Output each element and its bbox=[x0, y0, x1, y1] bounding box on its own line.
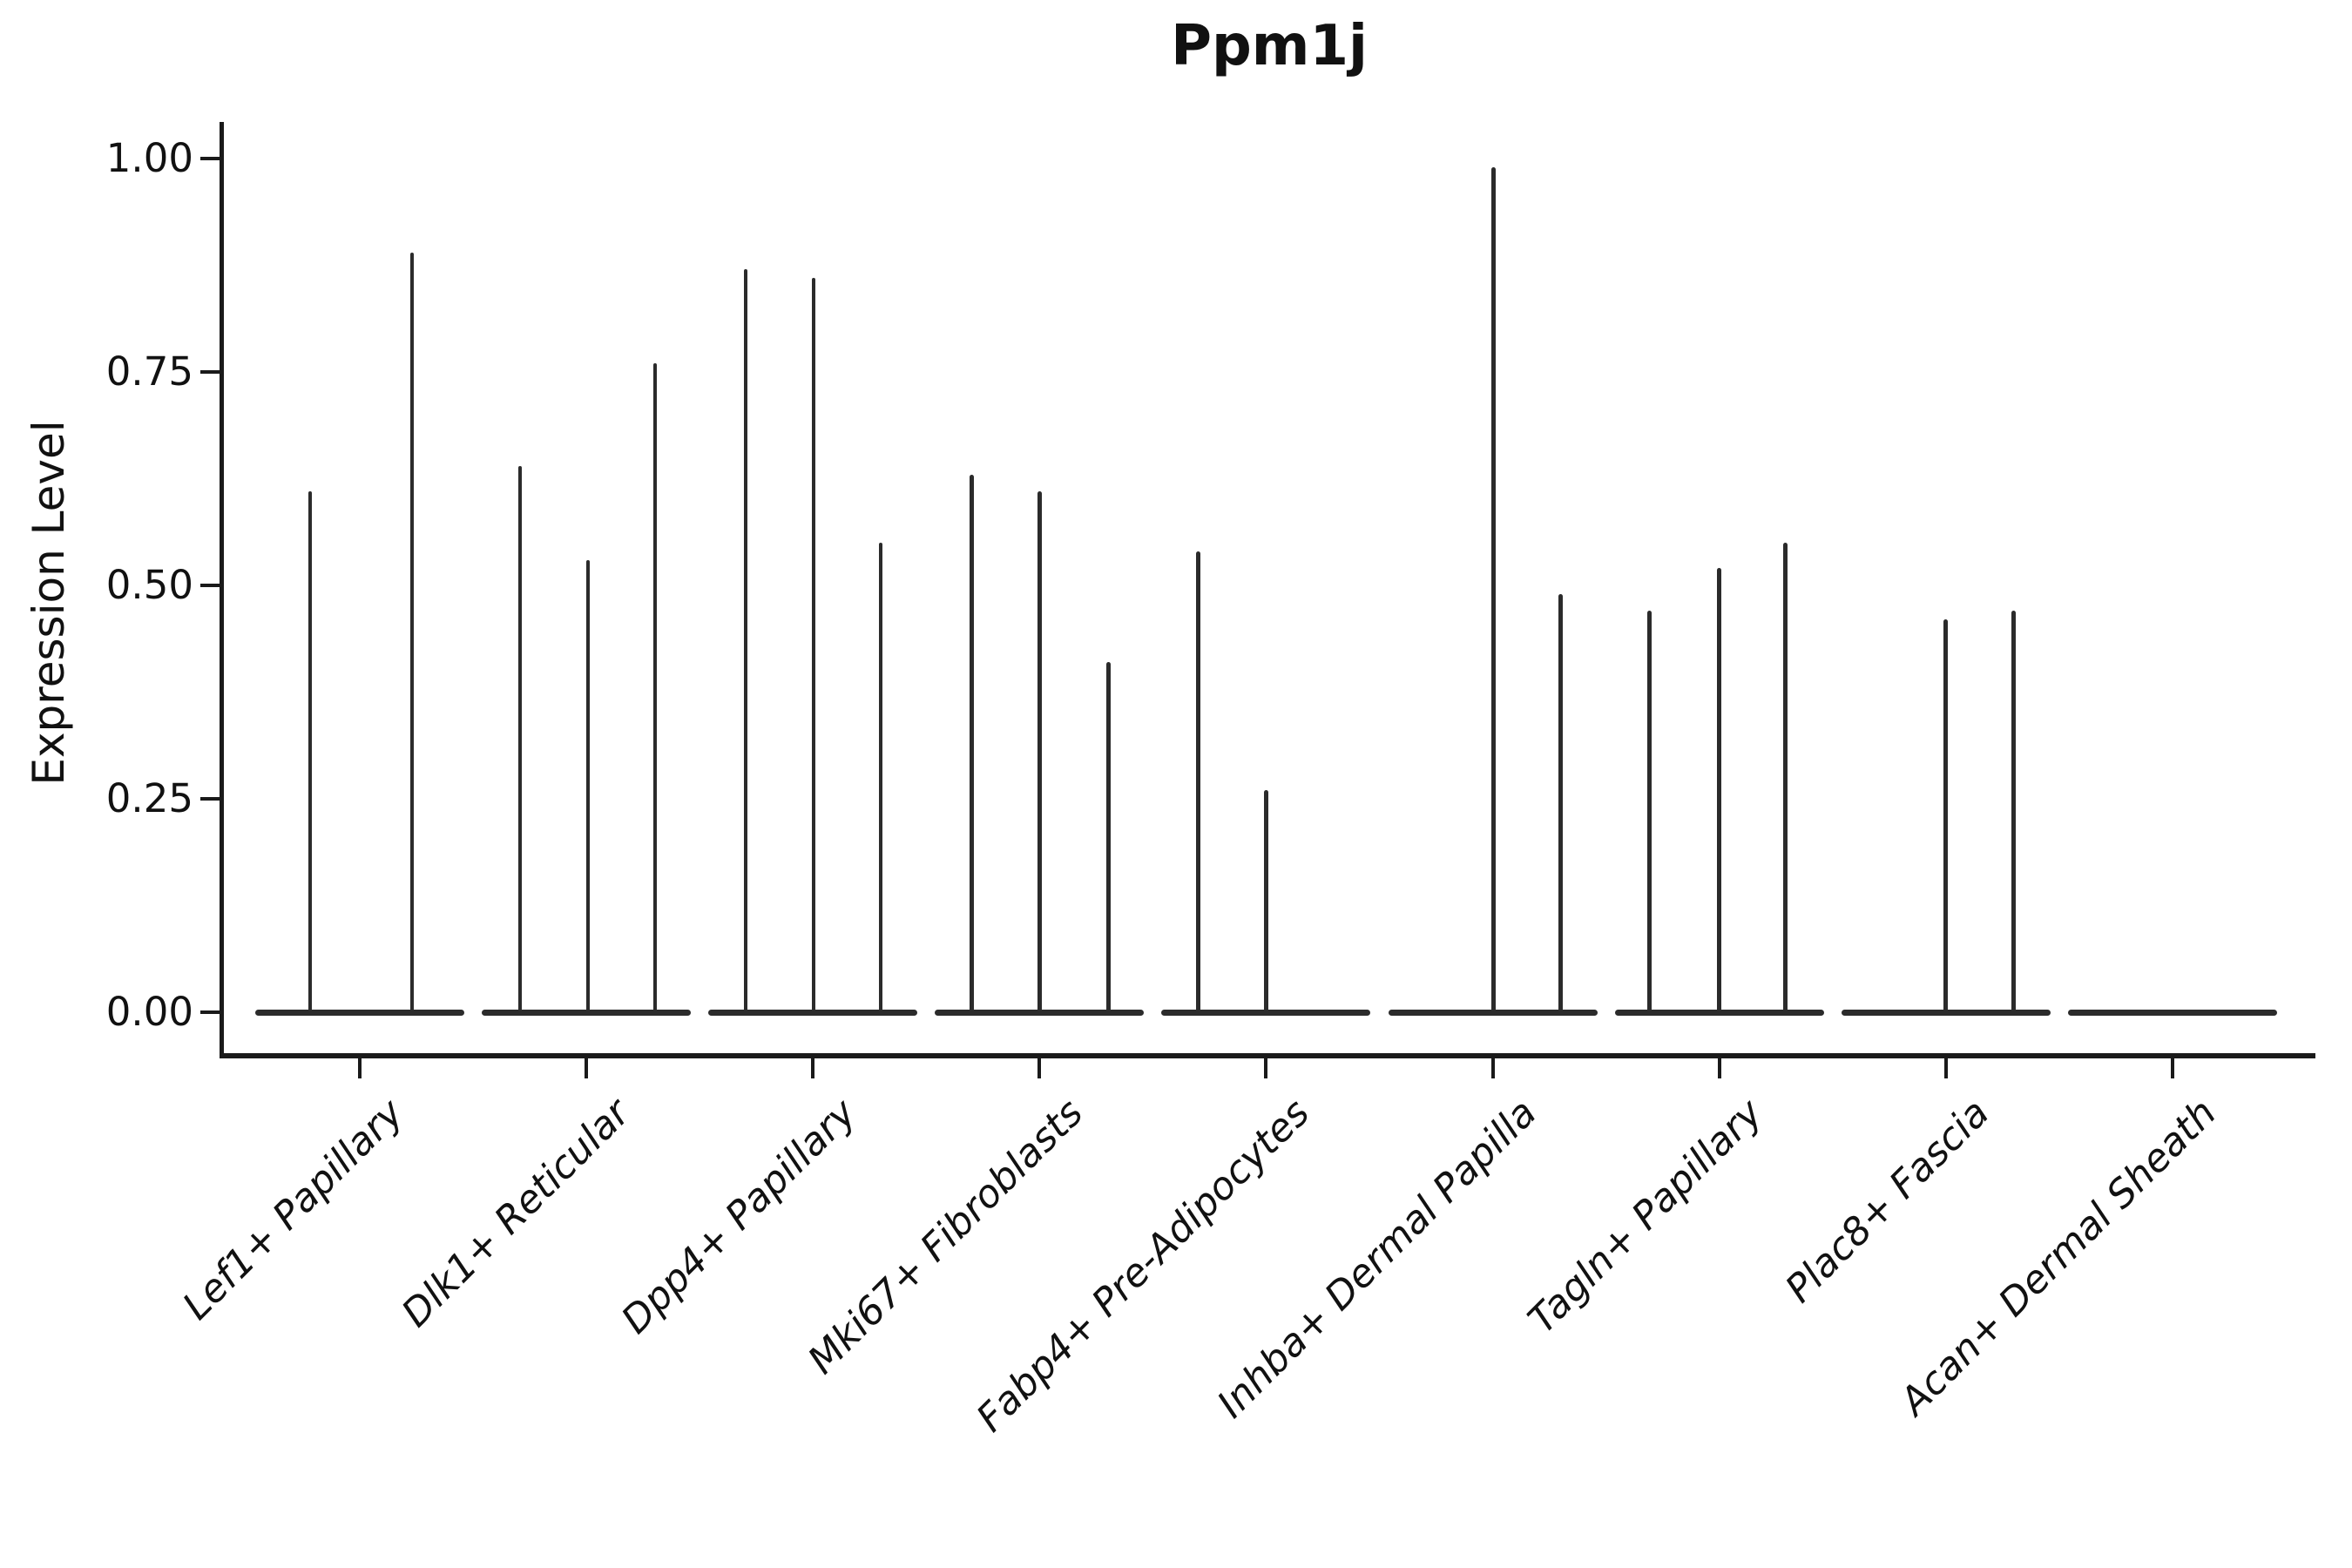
violin-spike bbox=[1491, 166, 1496, 1012]
x-tick-label: Dpp4+ Papillary bbox=[613, 1091, 866, 1343]
y-tick-mark bbox=[200, 584, 220, 587]
violin-spike bbox=[652, 363, 658, 1012]
violin-baseline bbox=[1841, 1009, 2051, 1016]
violin-spike bbox=[1196, 551, 1200, 1012]
violin-spike bbox=[1717, 568, 1721, 1012]
x-axis-spine bbox=[220, 1053, 2315, 1058]
y-tick-mark bbox=[200, 797, 220, 801]
violin-spike bbox=[1037, 491, 1042, 1012]
violin-baseline bbox=[482, 1009, 692, 1016]
y-tick-mark bbox=[200, 157, 220, 160]
x-tick-mark bbox=[1037, 1058, 1042, 1078]
violin-spike bbox=[1106, 662, 1111, 1012]
y-tick-label: 0.50 bbox=[105, 562, 193, 608]
violin-spike bbox=[308, 491, 313, 1012]
violin-spike bbox=[2011, 611, 2016, 1012]
violin-spike bbox=[1783, 543, 1788, 1012]
x-tick-label: Lef1+ Papillary bbox=[174, 1091, 413, 1329]
x-tick-mark bbox=[1490, 1058, 1495, 1078]
violin-spike bbox=[517, 465, 523, 1012]
x-tick-mark bbox=[358, 1058, 362, 1078]
violin-spike bbox=[409, 252, 415, 1012]
y-tick-mark bbox=[200, 1010, 220, 1014]
violin-spike bbox=[1943, 619, 1948, 1012]
violin-spike bbox=[1558, 593, 1563, 1012]
x-tick-label: Plac8+ Fascia bbox=[1777, 1091, 1998, 1312]
violin-baseline bbox=[1161, 1009, 1371, 1016]
x-tick-mark bbox=[2170, 1058, 2174, 1078]
violin-spike bbox=[743, 269, 748, 1012]
y-tick-label: 1.00 bbox=[105, 135, 193, 181]
chart-title: Ppm1j bbox=[1171, 14, 1368, 78]
violin-baseline bbox=[935, 1009, 1145, 1016]
violin-spike bbox=[878, 543, 883, 1012]
violin-spike bbox=[1647, 611, 1652, 1012]
violin-spike bbox=[811, 278, 816, 1012]
x-tick-mark bbox=[1264, 1058, 1268, 1078]
violin-baseline bbox=[2067, 1009, 2277, 1016]
violin-baseline bbox=[255, 1009, 464, 1016]
violin-baseline bbox=[1614, 1009, 1824, 1016]
violin-spike bbox=[585, 559, 591, 1012]
y-tick-label: 0.75 bbox=[105, 348, 193, 395]
y-axis-spine bbox=[220, 122, 224, 1058]
x-tick-mark bbox=[1717, 1058, 1721, 1078]
violin-spike bbox=[970, 474, 974, 1012]
y-tick-mark bbox=[200, 370, 220, 374]
x-tick-label: Dlk1+ Reticular bbox=[393, 1091, 639, 1336]
violin-spike bbox=[1264, 790, 1268, 1012]
x-tick-mark bbox=[811, 1058, 815, 1078]
violin-baseline bbox=[1388, 1009, 1598, 1016]
violin-baseline bbox=[708, 1009, 918, 1016]
y-tick-label: 0.00 bbox=[105, 989, 193, 1035]
x-tick-mark bbox=[1943, 1058, 1948, 1078]
x-tick-label: Tagln+ Papillary bbox=[1519, 1091, 1772, 1342]
y-tick-label: 0.25 bbox=[105, 775, 193, 821]
x-tick-mark bbox=[585, 1058, 589, 1078]
